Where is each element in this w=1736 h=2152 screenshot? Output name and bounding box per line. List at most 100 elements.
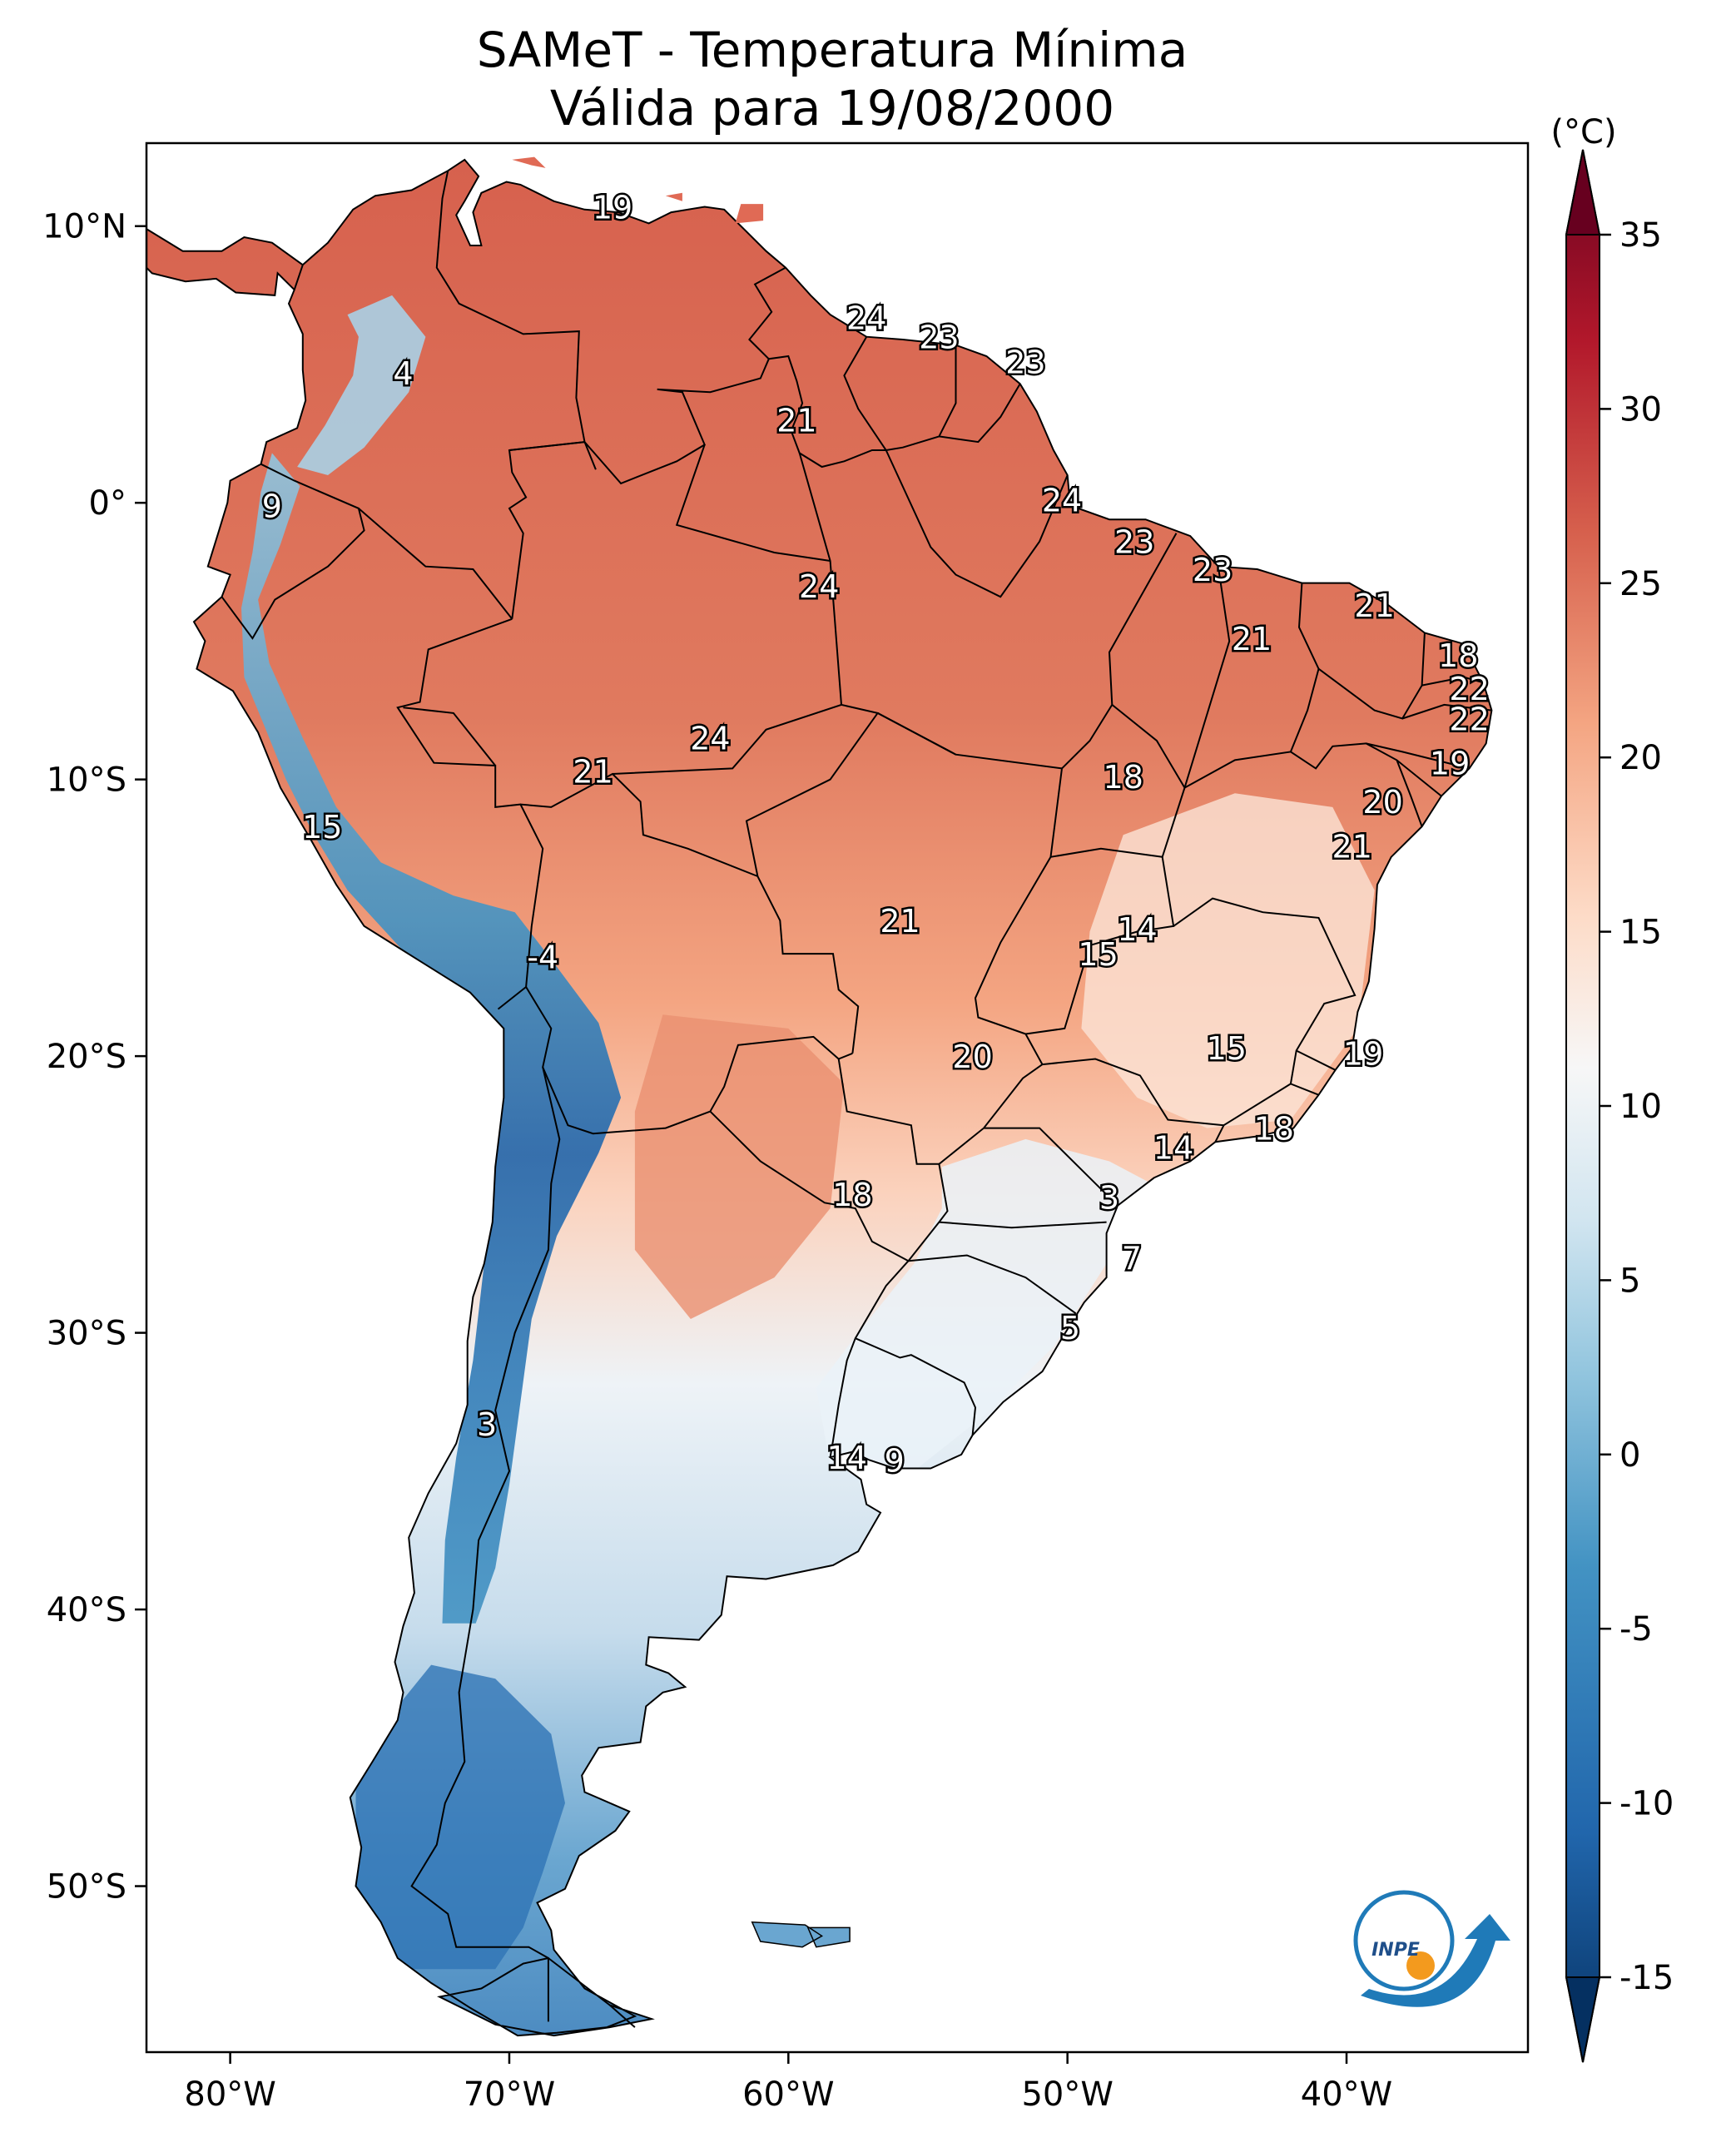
- border-line: [221, 463, 365, 640]
- colorbar-tick-label: 0: [1619, 1436, 1640, 1475]
- temperature-label: 5: [1060, 1310, 1080, 1346]
- lat-ticks: 10°N 0° 10°S 20°S 30°S 40°S 50°S: [42, 208, 146, 1907]
- map-frame: [145, 141, 1530, 2054]
- temperature-label: 15: [1078, 936, 1118, 973]
- border-line: [748, 266, 886, 469]
- border-line: [1173, 897, 1357, 1096]
- colorbar-top-arrow: [1565, 149, 1601, 236]
- colorbar-tick-label: -10: [1619, 1785, 1674, 1823]
- temperature-label: 22: [1449, 701, 1489, 737]
- lat-tick-label: 0°: [89, 484, 126, 523]
- border-line: [939, 383, 1021, 444]
- border-line: [908, 1254, 1077, 1315]
- border-line: [939, 1221, 1107, 1229]
- temperature-label: 18: [1104, 759, 1143, 796]
- temperature-label: 24: [690, 721, 730, 757]
- temperature-label: 3: [477, 1406, 497, 1443]
- border-line: [1184, 742, 1442, 797]
- temperature-label: -4: [527, 939, 558, 975]
- temperature-label: 9: [262, 488, 282, 524]
- lon-tick-label: 80°W: [184, 2075, 275, 2114]
- border-line: [885, 449, 1069, 598]
- temperature-label: 21: [1332, 828, 1372, 865]
- colorbar-unit: (°C): [1550, 113, 1616, 151]
- colorbar-ticks: 35 30 25 20 15 10 5 0 -5 -10 -15: [1600, 216, 1674, 1997]
- temperature-label: 3: [1099, 1180, 1119, 1217]
- map-title: SAMeT - Temperatura Mínima: [477, 22, 1188, 78]
- temperature-label: 21: [1232, 621, 1272, 657]
- colorbar-tick-label: 10: [1619, 1088, 1662, 1126]
- border-line: [675, 444, 831, 562]
- temperature-label: 18: [1254, 1110, 1294, 1147]
- border-line: [612, 703, 880, 877]
- temperature-label: 24: [799, 568, 839, 605]
- border-line: [410, 1067, 561, 2022]
- lon-tick-label: 60°W: [742, 2075, 834, 2114]
- temperature-label: 7: [1122, 1241, 1142, 1277]
- border-line: [877, 712, 956, 756]
- temperature-label: 23: [1193, 552, 1233, 588]
- falkland-islands: [751, 1921, 851, 1948]
- temperature-label: 4: [393, 355, 413, 392]
- border-line: [1183, 566, 1231, 788]
- border-line: [855, 1337, 977, 1435]
- map-subtitle: Válida para 19/08/2000: [550, 80, 1114, 136]
- lat-tick-label: 40°S: [47, 1591, 126, 1629]
- border-line: [435, 171, 597, 470]
- temperature-label: 19: [1430, 746, 1470, 782]
- border-line: [583, 358, 770, 485]
- south-brazil-cool-zone: [816, 1138, 1152, 1471]
- colorbar-body: [1565, 149, 1600, 2063]
- border-line: [1296, 1049, 1337, 1071]
- colorbar-tick-label: 20: [1619, 739, 1662, 777]
- colorbar-tick-label: -5: [1619, 1610, 1653, 1649]
- east-brazil-pale-zone: [1081, 793, 1375, 1128]
- lat-tick-label: 10°S: [47, 761, 126, 800]
- temperature-label: 19: [1343, 1036, 1383, 1073]
- colorbar-tick-label: -15: [1619, 1959, 1674, 1997]
- lat-tick-label: 10°N: [42, 208, 126, 246]
- colorbar-tick-label: 30: [1619, 390, 1662, 429]
- temperature-label: 14: [1153, 1130, 1193, 1167]
- border-line: [984, 1127, 1118, 1207]
- country-borders: [221, 171, 1492, 2028]
- temperature-label: 23: [919, 320, 959, 356]
- border-line: [396, 617, 544, 1010]
- border-line: [1042, 1058, 1224, 1127]
- border-line: [1421, 676, 1484, 687]
- lon-tick-label: 70°W: [464, 2075, 555, 2114]
- temperature-label: 18: [832, 1177, 872, 1213]
- border-line: [843, 336, 957, 452]
- temperature-label: 23: [1005, 345, 1045, 381]
- temperature-label: 20: [952, 1039, 992, 1075]
- andes-north-cold-band: [297, 295, 426, 475]
- patagonia-cold-zone: [355, 1664, 565, 1970]
- border-line: [1401, 703, 1492, 720]
- border-line: [403, 707, 496, 766]
- colorbar-tick-label: 15: [1619, 914, 1662, 952]
- temperature-label: 24: [846, 300, 886, 336]
- logo-text: INPE: [1371, 1940, 1420, 1961]
- lat-tick-label: 50°S: [47, 1868, 126, 1907]
- colorbar-tick-label: 35: [1619, 216, 1662, 255]
- border-line: [609, 2004, 636, 2028]
- temperature-label: 21: [573, 754, 613, 791]
- border-line: [525, 986, 853, 1135]
- border-line: [1025, 856, 1175, 1035]
- border-line: [358, 508, 513, 620]
- temperature-label: 15: [302, 809, 342, 845]
- inpe-logo: INPE: [1353, 1890, 1510, 2007]
- border-line: [829, 1260, 910, 1458]
- temperature-label: 24: [1042, 483, 1082, 519]
- chaco-warm-zone: [634, 1014, 845, 1319]
- lat-tick-label: 30°S: [47, 1315, 126, 1353]
- temperature-label: 20: [1362, 784, 1402, 821]
- andes-cold-band: [241, 453, 622, 1624]
- temperature-label: 23: [1114, 524, 1154, 561]
- lat-tick-label: 20°S: [47, 1038, 126, 1076]
- temperature-label: 22: [1449, 671, 1489, 707]
- temperature-label: 14: [1117, 911, 1157, 948]
